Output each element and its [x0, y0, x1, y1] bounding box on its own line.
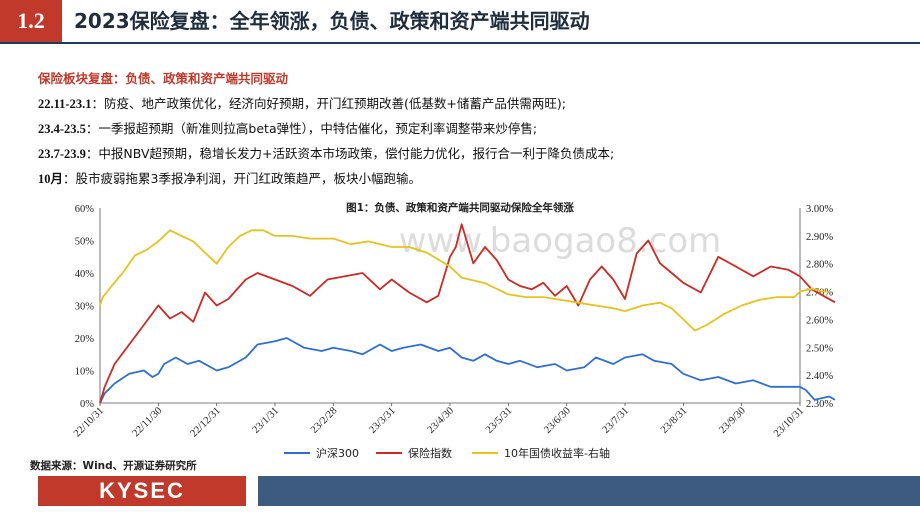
x-tick-label: 23/10/31 — [772, 405, 806, 439]
intro-text: ：一季报超预期（新准则拉高beta弹性），中特估催化，预定利率调整带来炒停售; — [85, 121, 538, 136]
legend-label: 保险指数 — [408, 446, 452, 460]
kysec-logo: KYSEC — [38, 476, 246, 506]
intro-block: 保险板块复盘：负债、政策和资产端共同驱动 22.11-23.1：防疫、地产政策优… — [38, 68, 898, 193]
intro-row: 23.4-23.5：一季报超预期（新准则拉高beta弹性），中特估催化，预定利率… — [38, 118, 898, 137]
y-left-tick-label: 50% — [75, 237, 95, 248]
y-left-tick-label: 20% — [75, 334, 95, 345]
header-rule — [0, 42, 920, 44]
intro-text: ：中报NBV超预期，稳增长发力+活跃资本市场政策，偿付能力优化，报行合一利于降负… — [85, 146, 615, 161]
intro-period: 10月 — [38, 172, 64, 186]
x-tick-label: 23/7/31 — [601, 405, 631, 435]
intro-period: 23.7-23.9 — [38, 147, 86, 161]
x-tick-label: 23/8/31 — [659, 405, 689, 435]
y-right-tick-label: 2.60% — [806, 315, 833, 326]
watermark: www.baogao8.com — [399, 221, 722, 261]
line-chart: www.baogao8.com 0% 10% 20% 30% 40% 50% 60% 2.30%… — [72, 204, 836, 460]
y-right-tick-label: 2.50% — [806, 343, 833, 354]
x-tick-label: 23/6/30 — [542, 405, 572, 435]
y-left-tick-label: 40% — [75, 269, 95, 280]
intro-row: 23.7-23.9：中报NBV超预期，稳增长发力+活跃资本市场政策，偿付能力优化… — [38, 143, 898, 162]
x-tick-label: 23/5/31 — [484, 405, 514, 435]
legend-label: 10年国债收益率-右轴 — [504, 446, 610, 460]
series-line-hs300 — [99, 337, 836, 404]
y-left-tick-label: 30% — [75, 302, 95, 313]
intro-row: 22.11-23.1：防疫、地产政策优化，经济向好预期，开门红预期改善(低基数+… — [38, 93, 898, 112]
x-tick-label: 23/3/31 — [367, 405, 397, 435]
x-tick-label: 22/11/30 — [131, 405, 165, 439]
slide-title: 2023保险复盘：全年领涨，负债、政策和资产端共同驱动 — [74, 9, 590, 33]
y-right-tick-label: 2.90% — [806, 232, 833, 243]
x-tick-label: 22/12/31 — [189, 405, 223, 439]
y-right-tick-label: 3.00% — [806, 204, 833, 215]
intro-text: ：股市疲弱拖累3季报净利润，开门红政策趋严，板块小幅跑输。 — [63, 171, 421, 186]
y-right-tick-label: 2.40% — [806, 371, 833, 382]
x-tick-label: 23/9/30 — [717, 405, 747, 435]
intro-period: 22.11-23.1 — [38, 97, 92, 111]
x-tick-label: 23/4/30 — [426, 405, 456, 435]
y-right-tick-label: 2.80% — [806, 260, 833, 271]
series-line-bond-yield — [99, 229, 830, 332]
x-tick-label: 22/10/31 — [72, 405, 106, 439]
intro-text: ：防疫、地产政策优化，经济向好预期，开门红预期改善(低基数+储蓄产品供需两旺); — [91, 96, 566, 111]
y-left-tick-label: 0% — [80, 399, 94, 410]
intro-row: 10月：股市疲弱拖累3季报净利润，开门红政策趋严，板块小幅跑输。 — [38, 168, 898, 187]
intro-period: 23.4-23.5 — [38, 122, 86, 136]
x-tick-label: 23/2/28 — [309, 405, 339, 435]
y-right-tick-label: 2.30% — [806, 399, 833, 410]
legend-label: 沪深300 — [316, 446, 359, 460]
series-line-insurance — [99, 223, 836, 404]
y-left-tick-label: 10% — [75, 367, 95, 378]
footer-bar — [258, 476, 920, 506]
x-tick-label: 23/1/31 — [251, 405, 281, 435]
slide-header: 1.2 2023保险复盘：全年领涨，负债、政策和资产端共同驱动 — [0, 0, 920, 42]
chart-title: 图1：负债、政策和资产端共同驱动保险全年领涨 — [346, 202, 574, 214]
y-left-tick-label: 60% — [75, 204, 95, 215]
data-source: 数据来源：Wind、开源证券研究所 — [30, 460, 197, 472]
intro-lead: 保险板块复盘：负债、政策和资产端共同驱动 — [38, 71, 289, 86]
section-number: 1.2 — [0, 0, 62, 42]
